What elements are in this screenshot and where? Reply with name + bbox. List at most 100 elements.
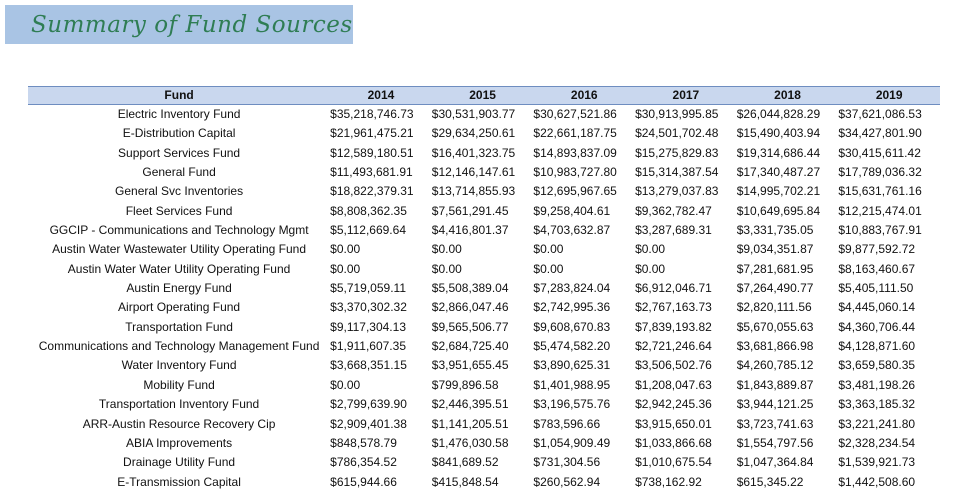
- table-row: Support Services Fund $12,589,180.51 $16,4…: [28, 144, 940, 163]
- fund-amount-cell: $4,260,785.12: [736, 358, 814, 373]
- fund-amount-cell: $2,909,401.38: [330, 416, 407, 431]
- fund-name-cell: GGCIP - Communications and Technology Mg…: [49, 223, 309, 238]
- fund-amount-cell: $3,221,241.80: [838, 416, 916, 431]
- fund-amount-cell: $1,010,675.54: [635, 455, 712, 470]
- table-row: E-Transmission Capital $615,944.66 $415,84…: [28, 473, 940, 492]
- fund-amount-cell: $3,681,866.98: [736, 339, 814, 354]
- fund-amount-cell: $1,539,921.73: [838, 455, 916, 470]
- fund-amount-cell: $17,340,487.27: [736, 165, 821, 180]
- fund-name-cell: Drainage Utility Fund: [123, 455, 236, 470]
- fund-amount-cell: $10,883,767.91: [838, 223, 922, 238]
- table-row: Water Inventory Fund $3,668,351.15 $3,951,…: [28, 356, 940, 375]
- fund-amount-cell: $13,279,037.83: [635, 184, 719, 199]
- fund-sources-table: Fund 2014 2015 2016 2017 2018 2019 Elect…: [28, 86, 940, 492]
- fund-amount-cell: $1,141,205.51: [431, 416, 509, 431]
- fund-amount-cell: $3,668,351.15: [330, 358, 407, 373]
- fund-amount-cell: $0.00: [635, 242, 666, 257]
- fund-amount-cell: $9,565,506.77: [431, 319, 509, 334]
- table-row: Transportation Fund $9,117,304.13 $9,565,5…: [28, 318, 940, 337]
- fund-amount-cell: $4,445,060.14: [838, 300, 916, 315]
- fund-name-cell: Airport Operating Fund: [118, 300, 241, 315]
- fund-name-cell: General Fund: [142, 165, 216, 180]
- fund-amount-cell: $9,362,782.47: [635, 203, 712, 218]
- fund-amount-cell: $30,627,521.86: [533, 107, 617, 121]
- fund-amount-cell: $30,913,995.85: [635, 107, 719, 121]
- table-row: Austin Water Wastewater Utility Operatin…: [28, 240, 940, 259]
- fund-amount-cell: $3,944,121.25: [736, 397, 814, 412]
- fund-amount-cell: $15,631,761.16: [838, 184, 922, 199]
- table-row: Airport Operating Fund $3,370,302.32 $2,86…: [28, 298, 940, 317]
- fund-amount-cell: $3,287,689.31: [635, 223, 712, 238]
- fund-amount-cell: $799,896.58: [431, 377, 499, 392]
- fund-amount-cell: $2,742,995.36: [533, 300, 611, 315]
- fund-amount-cell: $0.00: [431, 242, 462, 257]
- fund-amount-cell: $7,281,681.95: [736, 261, 814, 276]
- fund-amount-cell: $14,995,702.21: [736, 184, 821, 199]
- fund-amount-cell: $2,942,245.36: [635, 397, 712, 412]
- fund-name-cell: General Svc Inventories: [115, 184, 244, 199]
- fund-amount-cell: $3,951,655.45: [431, 358, 509, 373]
- fund-amount-cell: $4,416,801.37: [431, 223, 509, 238]
- column-header-fund: Fund: [28, 86, 331, 105]
- fund-amount-cell: $3,659,580.35: [838, 358, 916, 373]
- fund-amount-cell: $2,866,047.46: [431, 300, 509, 315]
- fund-amount-cell: $731,304.56: [533, 455, 601, 470]
- fund-amount-cell: $9,258,404.61: [533, 203, 611, 218]
- fund-amount-cell: $8,163,460.67: [838, 261, 916, 276]
- fund-amount-cell: $1,442,508.60: [838, 474, 916, 489]
- fund-amount-cell: $4,703,632.87: [533, 223, 611, 238]
- table-row: ABIA Improvements $848,578.79 $1,476,030.5…: [28, 434, 940, 453]
- fund-amount-cell: $24,501,702.48: [635, 126, 719, 141]
- fund-amount-cell: $2,799,639.90: [330, 397, 407, 412]
- fund-amount-cell: $5,670,055.63: [736, 319, 814, 334]
- fund-amount-cell: $4,360,706.44: [838, 319, 916, 334]
- table-row: Transportation Inventory Fund $2,799,639.…: [28, 395, 940, 414]
- table-header: Fund 2014 2015 2016 2017 2018 2019: [28, 86, 940, 105]
- fund-name-cell: Support Services Fund: [118, 145, 241, 160]
- fund-amount-cell: $2,446,395.51: [431, 397, 509, 412]
- fund-amount-cell: $15,490,403.94: [736, 126, 821, 141]
- fund-amount-cell: $3,915,650.01: [635, 416, 712, 431]
- fund-amount-cell: $1,047,364.84: [736, 455, 814, 470]
- column-header-2016: 2016: [533, 86, 636, 105]
- fund-amount-cell: $5,405,111.50: [838, 281, 914, 296]
- fund-name-cell: ARR-Austin Resource Recovery Cip: [82, 416, 276, 431]
- table-row: General Fund $11,493,681.91 $12,146,147.61…: [28, 163, 940, 182]
- fund-name-cell: Austin Water Wastewater Utility Operatin…: [52, 242, 306, 257]
- fund-amount-cell: $15,275,829.83: [635, 145, 719, 160]
- table-row: Austin Energy Fund $5,719,059.11 $5,508,38…: [28, 279, 940, 298]
- fund-amount-cell: $9,608,670.83: [533, 319, 611, 334]
- fund-amount-cell: $2,820,111.56: [736, 300, 812, 315]
- fund-amount-cell: $5,474,582.20: [533, 339, 611, 354]
- title-banner: Summary of Fund Sources: [5, 5, 353, 44]
- fund-amount-cell: $22,661,187.75: [533, 126, 617, 141]
- fund-amount-cell: $9,117,304.13: [330, 319, 406, 334]
- fund-amount-cell: $841,689.52: [431, 455, 499, 470]
- fund-amount-cell: $0.00: [635, 261, 666, 276]
- column-header-2015: 2015: [431, 86, 534, 105]
- fund-amount-cell: $0.00: [330, 261, 361, 276]
- fund-amount-cell: $3,890,625.31: [533, 358, 611, 373]
- fund-amount-cell: $260,562.94: [533, 474, 601, 489]
- header-row: Fund 2014 2015 2016 2017 2018 2019: [28, 86, 940, 105]
- table-row: Mobility Fund $0.00 $799,896.58 $1,401,988.…: [28, 376, 940, 395]
- table-row: General Svc Inventories $18,822,379.31 $13…: [28, 182, 940, 201]
- column-header-2018: 2018: [736, 86, 839, 105]
- fund-amount-cell: $10,649,695.84: [736, 203, 821, 218]
- fund-amount-cell: $2,328,234.54: [838, 435, 916, 450]
- fund-name-cell: Water Inventory Fund: [121, 358, 237, 373]
- table-row: ARR-Austin Resource Recovery Cip $2,909,4…: [28, 415, 940, 434]
- fund-name-cell: Electric Inventory Fund: [117, 107, 241, 121]
- fund-amount-cell: $4,128,871.60: [838, 339, 916, 354]
- fund-amount-cell: $37,621,086.53: [838, 107, 922, 121]
- table-row: GGCIP - Communications and Technology Mg…: [28, 221, 940, 240]
- fund-amount-cell: $5,508,389.04: [431, 281, 509, 296]
- fund-amount-cell: $783,596.66: [533, 416, 601, 431]
- table-row: Communications and Technology Management…: [28, 337, 940, 356]
- table-body: Electric Inventory Fund $35,218,746.73 $30…: [28, 105, 940, 492]
- fund-amount-cell: $615,345.22: [736, 474, 804, 489]
- table-row: Electric Inventory Fund $35,218,746.73 $30…: [28, 105, 940, 125]
- fund-name-cell: E-Distribution Capital: [122, 126, 236, 141]
- fund-amount-cell: $18,822,379.31: [330, 184, 414, 199]
- fund-amount-cell: $2,767,163.73: [635, 300, 712, 315]
